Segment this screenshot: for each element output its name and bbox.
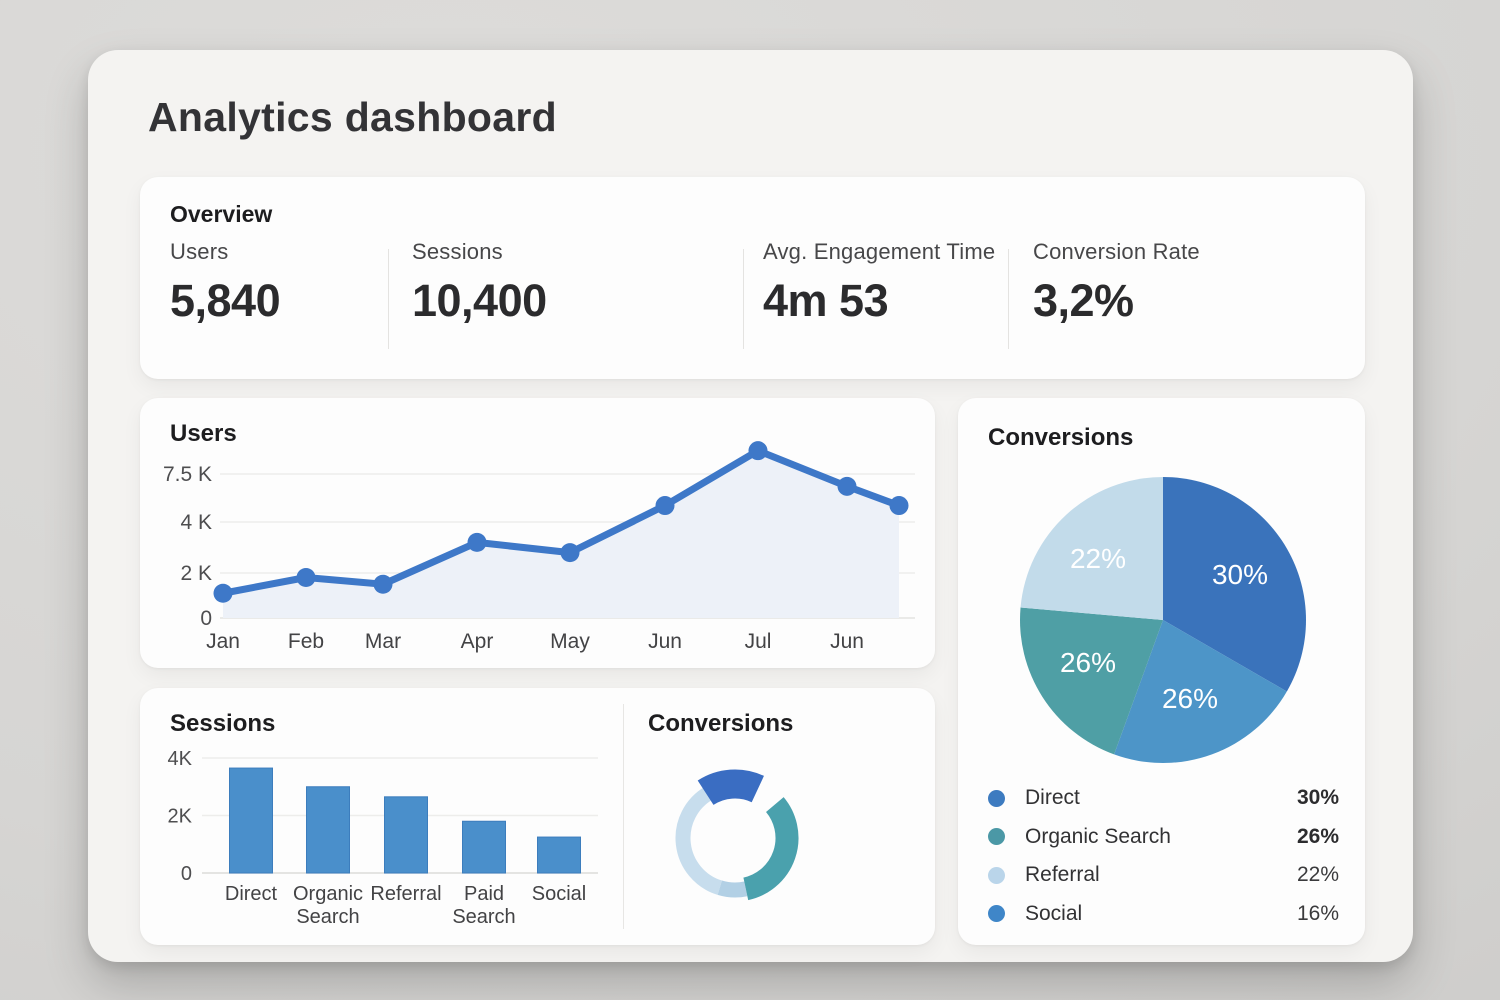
legend-label: Referral	[1025, 863, 1100, 887]
conversions-pie-chart: 30% 26% 26% 22%	[1020, 477, 1306, 763]
pie-slice-label: 26%	[1060, 647, 1116, 678]
legend-value: 16%	[1296, 901, 1339, 925]
page-title: Analytics dashboard	[148, 94, 557, 140]
legend-dot-social	[988, 905, 1005, 923]
metric-label: Users	[170, 239, 229, 264]
x-tick-label: Paid	[464, 883, 504, 905]
y-tick-label: 7.5 K	[163, 463, 212, 486]
y-tick-label: 0	[181, 863, 192, 885]
line-marker	[467, 532, 487, 552]
donut-chart-title: Conversions	[648, 710, 794, 737]
bar	[306, 786, 350, 874]
legend-dot-organic-search	[988, 828, 1005, 846]
legend-label: Direct	[1025, 786, 1080, 810]
line-marker	[373, 574, 393, 594]
pie-legend: Direct 30% Organic Search 26% Referral 2…	[988, 779, 1339, 933]
metric-divider	[743, 249, 744, 349]
legend-value: 26%	[1296, 824, 1339, 848]
x-tick-label: Search	[296, 906, 359, 928]
bar	[229, 767, 273, 874]
metric-value: 3,2%	[1033, 275, 1134, 326]
overview-title: Overview	[170, 201, 273, 227]
users-chart-title: Users	[170, 420, 237, 447]
pie-slice	[1020, 477, 1163, 620]
conversions-pie-card: Conversions 30% 26% 26% 22% Direct 30% Orga…	[958, 398, 1365, 945]
pie-slice-label: 22%	[1070, 543, 1126, 574]
metric-divider	[388, 249, 389, 349]
pie-slice	[1163, 477, 1306, 692]
metric-value: 4m 53	[763, 275, 889, 326]
legend-row-referral: Referral 22%	[988, 856, 1339, 895]
legend-row-social: Social 16%	[988, 895, 1339, 934]
bar	[384, 796, 428, 874]
pie-slice	[1020, 607, 1163, 755]
bar	[537, 836, 581, 874]
x-tick-label: Search	[452, 906, 515, 928]
legend-row-direct: Direct 30%	[988, 779, 1339, 818]
y-tick-label: 2 K	[180, 562, 212, 585]
x-tick-label: Jul	[745, 630, 772, 653]
line-marker	[655, 496, 675, 516]
bar	[462, 820, 506, 874]
x-tick-label: Jun	[648, 630, 682, 653]
x-tick-label: Apr	[461, 630, 494, 653]
metric-divider	[1008, 249, 1009, 349]
metric-label: Avg. Engagement Time	[763, 239, 996, 264]
line-area-fill	[223, 450, 899, 618]
dashboard-card: Analytics dashboard Overview Users 5,840…	[88, 50, 1413, 962]
pie-slice-label: 30%	[1212, 559, 1268, 590]
y-tick-label: 4 K	[180, 511, 212, 534]
legend-dot-referral	[988, 866, 1005, 884]
x-tick-label: Jun	[830, 630, 864, 653]
line-marker	[560, 543, 580, 563]
metric-label: Sessions	[412, 239, 503, 264]
legend-dot-direct	[988, 789, 1005, 807]
line-marker	[213, 583, 233, 603]
metric-users: Users 5,840	[170, 239, 281, 327]
users-line-chart-card: Users 7.5 K 4 K 2 K 0 Jan Feb Mar Apr May Jun Jul J…	[140, 398, 935, 668]
panel-divider	[623, 704, 624, 929]
pie-slice-label: 26%	[1162, 683, 1218, 714]
donut-segment-light-bottom-arc	[717, 880, 748, 898]
legend-value: 22%	[1296, 863, 1339, 887]
overview-card: Overview Users 5,840 Sessions 10,400 Avg…	[140, 177, 1365, 379]
donut-segment-light-left-arc	[675, 786, 723, 895]
x-tick-label: Social	[532, 883, 586, 905]
legend-value: 30%	[1296, 786, 1339, 810]
line-marker	[748, 441, 768, 461]
metric-conversion-rate: Conversion Rate 3,2%	[1033, 239, 1200, 327]
x-tick-label: Feb	[288, 630, 324, 653]
y-tick-label: 0	[200, 607, 212, 630]
conversions-panel-title: Conversions	[988, 424, 1134, 451]
metric-value: 10,400	[412, 275, 547, 326]
metric-label: Conversion Rate	[1033, 239, 1200, 264]
x-tick-label: Referral	[370, 883, 441, 905]
legend-row-organic-search: Organic Search 26%	[988, 818, 1339, 857]
x-tick-label: Mar	[365, 630, 401, 653]
legend-label: Social	[1025, 901, 1083, 925]
y-tick-label: 4K	[168, 748, 193, 770]
metric-engagement-time: Avg. Engagement Time 4m 53	[763, 239, 995, 327]
sessions-and-donut-card: Sessions Conversions 4K 2K 0 Direct Organic S…	[140, 688, 935, 945]
y-tick-label: 2K	[168, 806, 193, 828]
donut-segment-teal-right-arc	[742, 797, 799, 901]
x-tick-label: May	[550, 630, 590, 653]
metric-sessions: Sessions 10,400	[412, 239, 547, 327]
x-tick-label: Jan	[206, 630, 240, 653]
donut-segment-blue-top-arc	[697, 769, 764, 806]
line-marker	[889, 496, 909, 516]
legend-label: Organic Search	[1025, 824, 1171, 848]
line-marker	[296, 568, 316, 587]
sessions-chart-title: Sessions	[170, 710, 276, 737]
pie-slice	[1114, 620, 1287, 763]
metric-value: 5,840	[170, 275, 281, 326]
x-tick-label: Direct	[225, 883, 278, 905]
line-marker	[837, 476, 857, 496]
x-tick-label: Organic	[293, 883, 363, 905]
